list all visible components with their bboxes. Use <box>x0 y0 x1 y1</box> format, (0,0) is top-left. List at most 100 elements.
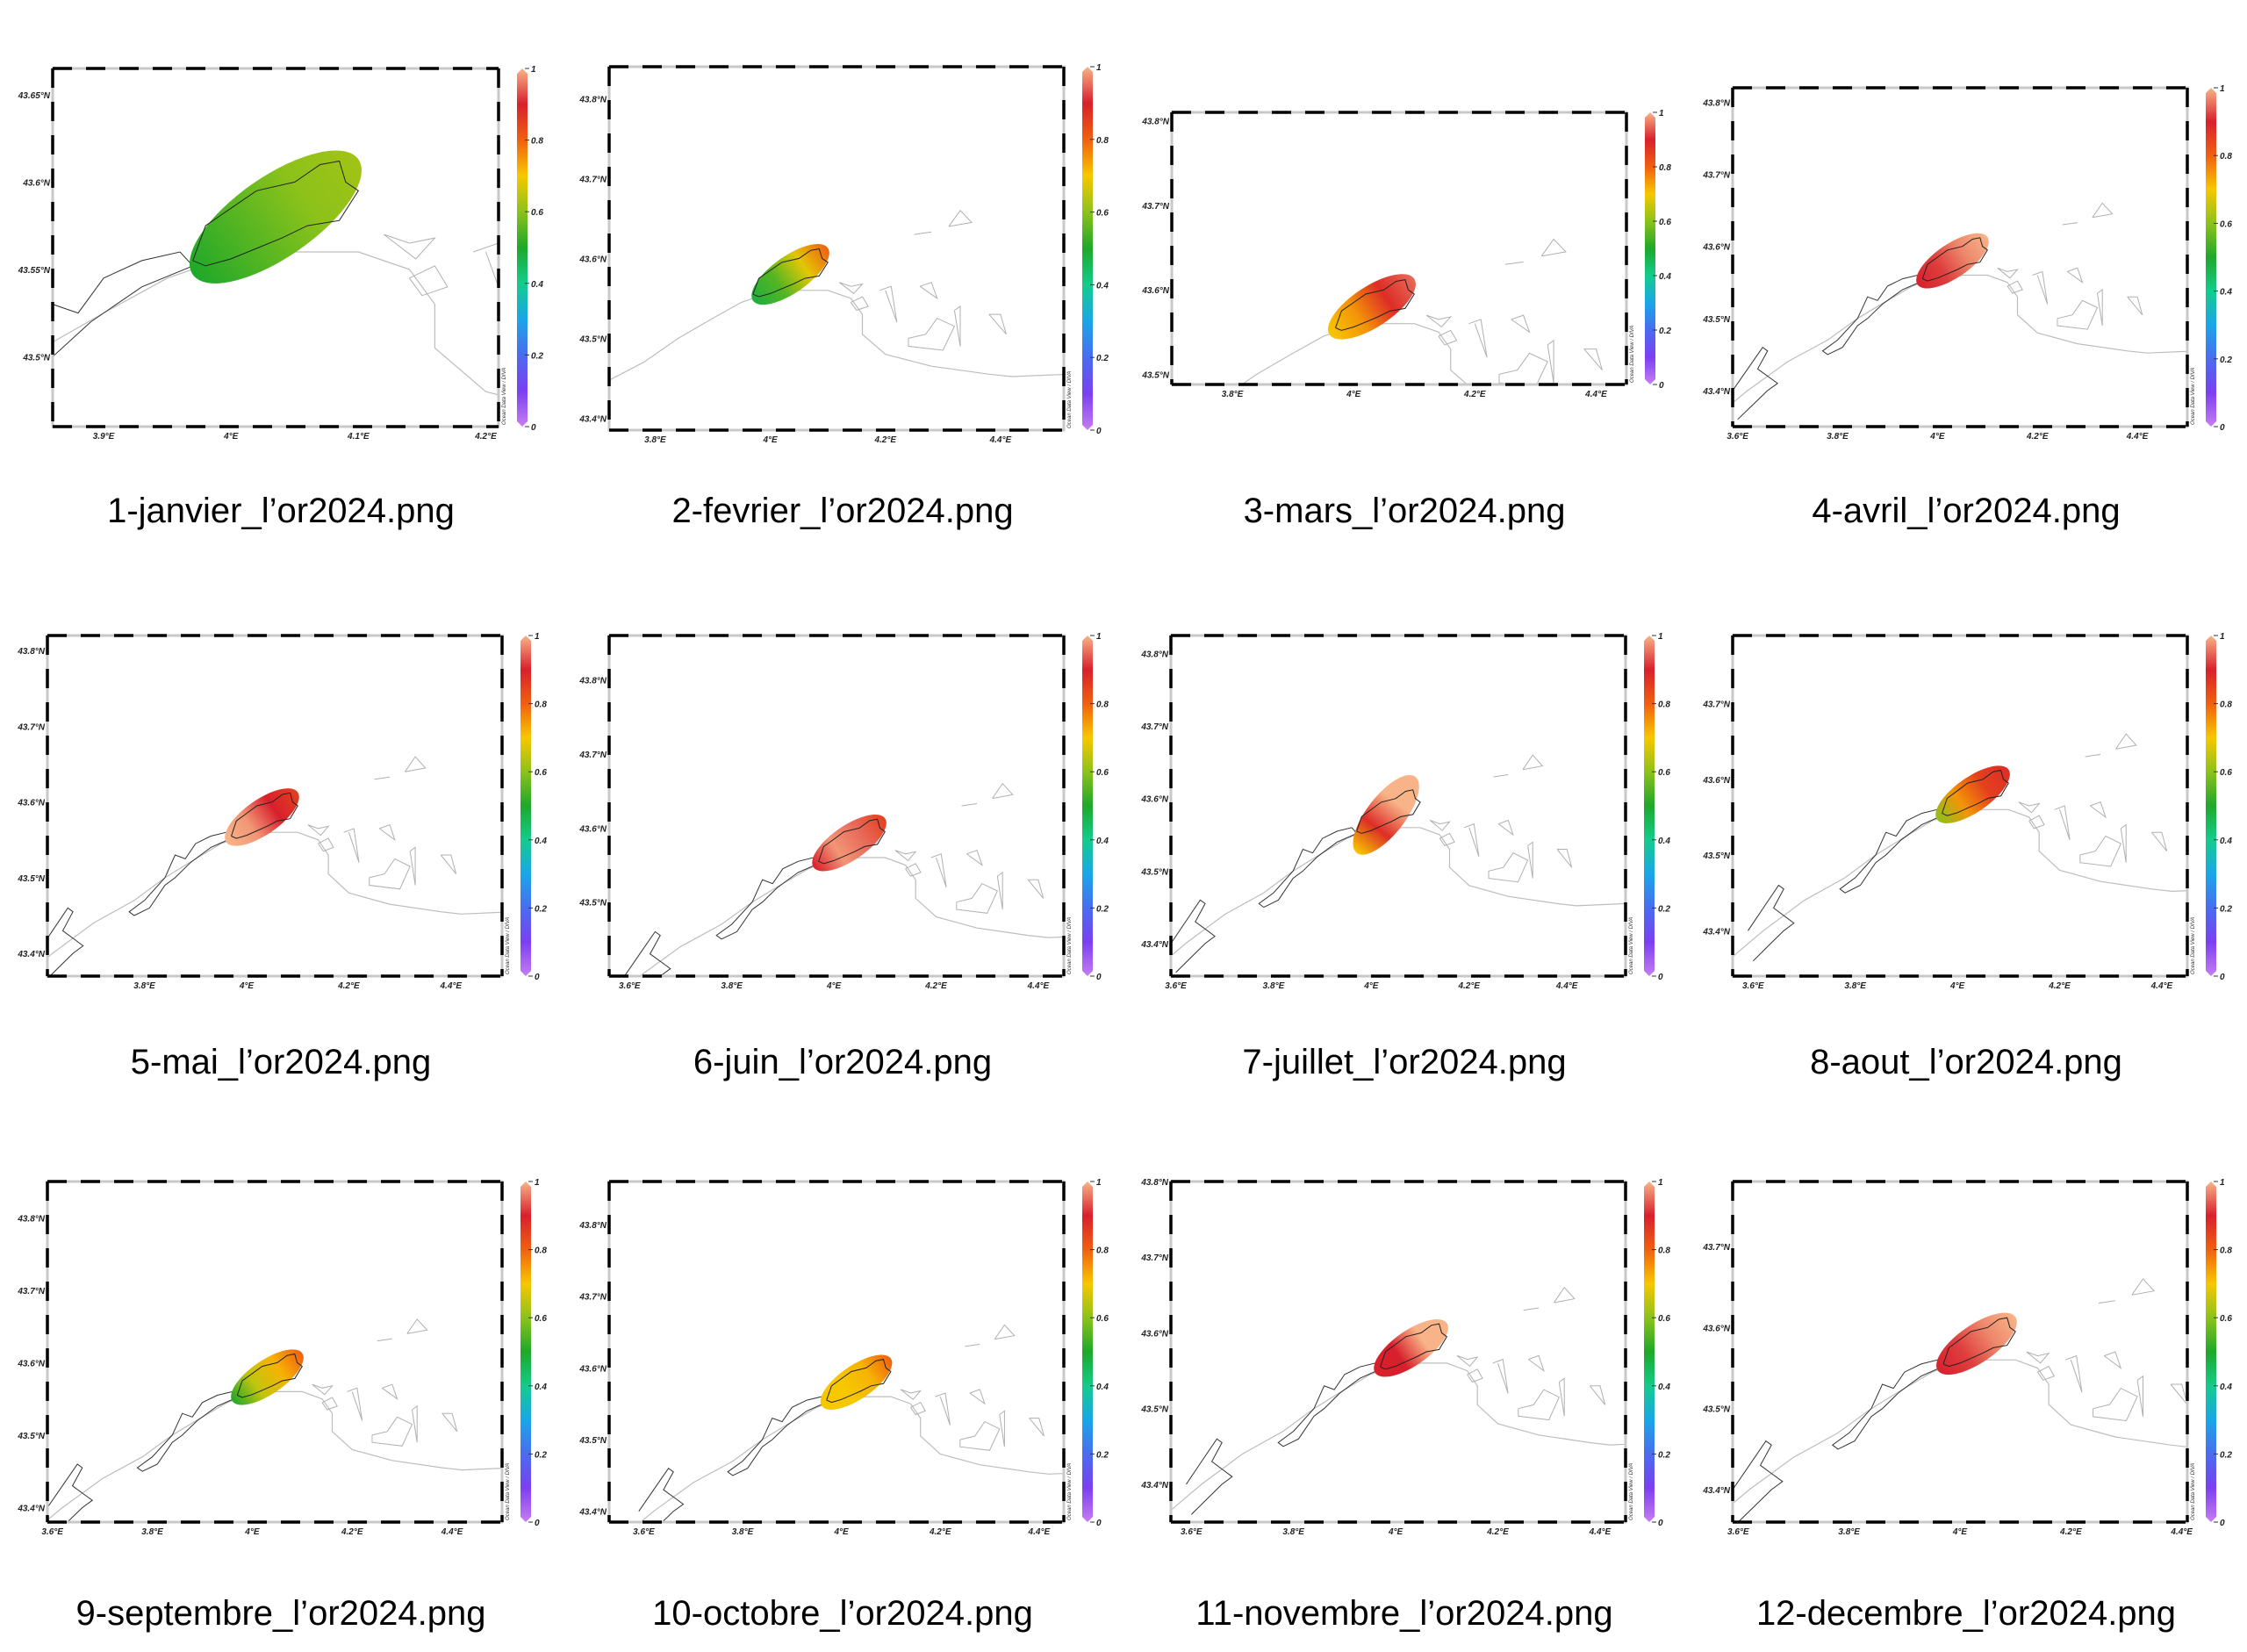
offshore-zone <box>1488 852 1529 883</box>
x-tick-label: 4°E <box>1952 1527 1968 1537</box>
offshore-zone <box>838 282 864 295</box>
lagoon-outline <box>47 1463 94 1522</box>
offshore-zone <box>377 1338 392 1342</box>
x-tick-label: 3.6°E <box>1727 1527 1749 1537</box>
x-tick-label: 4.2°E <box>1486 1527 1509 1537</box>
colorbar-tick-label: 0.6 <box>1096 1314 1109 1324</box>
colorbar-tick-label: 0 <box>1659 381 1664 391</box>
offshore-zone <box>930 853 947 887</box>
offshore-zone <box>2097 289 2103 327</box>
colorbar-tick-label: 0.8 <box>2220 1246 2232 1256</box>
x-tick-label: 4.2°E <box>2048 981 2071 991</box>
x-tick-label: 4.2°E <box>873 435 896 445</box>
offshore-zone <box>1522 754 1544 771</box>
colorbar-tick-label: 0.2 <box>1658 904 1670 914</box>
x-tick-label: 3.8°E <box>1282 1527 1304 1537</box>
offshore-zone <box>1504 261 1524 265</box>
image-caption: 4-avril_l’or2024.png <box>1812 492 2121 530</box>
colorbar-tick-label: 0 <box>2220 423 2225 433</box>
y-tick-label: 43.4°N <box>578 1508 607 1518</box>
colorbar <box>2206 636 2216 976</box>
offshore-zone <box>2127 296 2143 316</box>
colorbar-tick-label: 0.4 <box>1096 1383 1109 1392</box>
lagoon-outline <box>638 1467 685 1522</box>
colorbar-tick-label: 0 <box>531 423 536 433</box>
y-tick-label: 43.5°N <box>578 899 607 909</box>
odv-credit: Ocean Data View / DIVA <box>2191 368 2196 425</box>
y-tick-label: 43.8°N <box>578 1221 607 1231</box>
x-tick-label: 3.6°E <box>1181 1527 1202 1537</box>
offshore-zone <box>371 1416 413 1447</box>
x-tick-label: 4.4°E <box>2170 1527 2193 1537</box>
x-tick-label: 4.2°E <box>337 981 360 991</box>
offshore-zone <box>1438 329 1458 346</box>
y-tick-label: 43.6°N <box>17 1359 45 1368</box>
offshore-zone <box>992 782 1014 800</box>
coastline <box>1733 808 2187 958</box>
colorbar-tick-label: 0.6 <box>2220 768 2232 778</box>
y-tick-label: 43.7°N <box>578 1293 607 1303</box>
colorbar-tick-label: 1 <box>2220 84 2225 94</box>
y-tick-label: 43.7°N <box>1702 171 1730 181</box>
colorbar-tick-label: 0.8 <box>535 700 547 710</box>
y-tick-label: 43.4°N <box>1140 940 1168 950</box>
colorbar-tick-label: 0 <box>535 1519 540 1528</box>
offshore-zone <box>919 282 938 300</box>
x-tick-label: 3.6°E <box>1165 981 1187 991</box>
x-tick-label: 4°E <box>826 981 842 991</box>
colorbar-tick-label: 1 <box>1096 63 1102 73</box>
x-tick-label: 4.2°E <box>2026 432 2049 442</box>
map-plot: 3.8°E 4°E 4.2°E 4.4°E 43.4°N 43.5°N 43.6°N 43.7… <box>17 632 547 991</box>
x-tick-label: 4°E <box>1949 981 1965 991</box>
x-tick-label: 3.8°E <box>1222 390 1244 399</box>
y-tick-label: 43.6°N <box>1702 243 1730 253</box>
odv-credit: Ocean Data View / DIVA <box>1629 917 1634 974</box>
colorbar-tick-label: 0.6 <box>1096 209 1109 219</box>
image-caption: 8-aout_l’or2024.png <box>1810 1043 2122 1081</box>
y-tick-label: 43.5°N <box>578 1436 607 1446</box>
y-tick-label: 43.8°N <box>1141 118 1169 127</box>
offshore-zone <box>2079 835 2121 867</box>
x-tick-label: 4.4°E <box>1027 981 1050 991</box>
map-panel: 3.6°E 3.8°E 4°E 4.2°E 4.4°E 43.4°N 43.5°N 43.6°… <box>562 1103 1124 1652</box>
y-tick-label: 43.65°N <box>18 91 51 101</box>
colorbar-tick-label: 0.2 <box>1659 327 1671 336</box>
odv-credit: Ocean Data View / DIVA <box>1067 371 1073 428</box>
colorbar-tick-label: 0 <box>2220 973 2225 982</box>
x-tick-label: 4.2°E <box>929 1527 951 1537</box>
colorbar-tick-label: 0 <box>1096 1519 1102 1528</box>
offshore-zone <box>2136 1375 2143 1417</box>
x-tick-label: 3.8°E <box>644 435 666 445</box>
x-tick-label: 3.6°E <box>1742 981 1764 991</box>
offshore-zone <box>1468 319 1488 358</box>
colorbar-tick-label: 0.4 <box>535 837 547 846</box>
offshore-zone <box>1556 849 1573 868</box>
image-caption: 1-janvier_l’or2024.png <box>107 492 455 530</box>
odv-credit: Ocean Data View / DIVA <box>1067 1463 1073 1520</box>
colorbar-tick-label: 0.2 <box>1096 1450 1109 1460</box>
y-tick-label: 43.8°N <box>1702 98 1730 108</box>
colorbar-tick-label: 0.2 <box>1096 354 1109 363</box>
concentration-plume <box>1374 1318 1448 1377</box>
image-caption: 5-mai_l’or2024.png <box>130 1043 432 1081</box>
map-plot: 3.6°E 3.8°E 4°E 4.2°E 4.4°E 43.5°N 43.6°N 43.7°… <box>578 632 1109 991</box>
offshore-zone <box>994 1324 1016 1340</box>
colorbar-tick-label: 0.2 <box>535 1450 547 1460</box>
colorbar-tick-label: 1 <box>2220 632 2225 642</box>
colorbar-tick-label: 0 <box>1658 1519 1663 1528</box>
offshore-zone <box>914 231 932 235</box>
y-tick-label: 43.4°N <box>17 950 45 959</box>
odv-credit: Ocean Data View / DIVA <box>506 1463 511 1520</box>
x-tick-label: 4.4°E <box>1589 1527 1612 1537</box>
x-tick-label: 3.6°E <box>1727 432 1748 442</box>
colorbar-tick-label: 0.8 <box>1658 1246 1670 1256</box>
colorbar-tick-label: 0.4 <box>2220 288 2232 298</box>
offshore-zone <box>2115 733 2137 750</box>
colorbar-tick-label: 1 <box>1658 632 1663 642</box>
lagoon-outline <box>47 907 84 976</box>
offshore-zone <box>999 1410 1005 1447</box>
x-tick-label: 4.2°E <box>474 432 497 442</box>
map-plot: 3.6°E 3.8°E 4°E 4.2°E 4.4°E 43.4°N 43.5°N 43.6°… <box>1702 84 2232 442</box>
plot-frame <box>1170 111 1628 386</box>
offshore-zone <box>1540 238 1567 257</box>
